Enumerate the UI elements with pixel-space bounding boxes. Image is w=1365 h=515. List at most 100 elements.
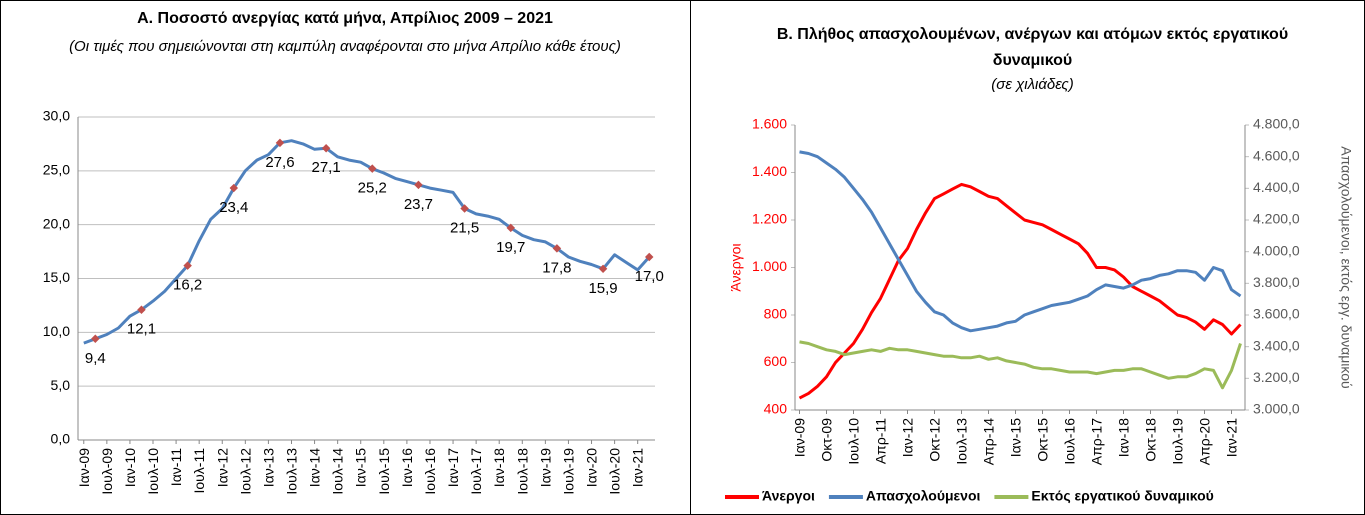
y-tick-label: 400	[764, 401, 788, 417]
y-tick-label: 1.000	[752, 258, 787, 274]
x-tick-label: Ιουλ-09	[99, 448, 115, 495]
x-tick-label: Ιουλ-18	[514, 448, 530, 495]
marker	[414, 180, 423, 190]
x-tick-label: Ιουλ-13	[283, 448, 299, 495]
x-tick-label: Οκτ-18	[1143, 418, 1159, 462]
y-tick-label: 1.200	[752, 211, 787, 227]
y2-axis-title: Απασχολούμενοι, εκτός εργ. δυναμικού	[1338, 146, 1354, 388]
x-tick-label: Ιαν-20	[584, 448, 600, 487]
x-tick-label: Ιουλ-19	[560, 448, 576, 495]
chart-subtitle: (Οι τιμές που σημειώνονται στη καμπύλη α…	[69, 38, 621, 55]
y-tick-label: 1.600	[752, 116, 787, 132]
marker	[368, 164, 377, 173]
y-tick-label: 600	[764, 353, 788, 369]
x-tick-label: Ιαν-18	[491, 448, 507, 487]
x-tick-label: Απρ-17	[1089, 418, 1105, 465]
y-tick-label: 30,0	[43, 108, 70, 124]
x-tick-label: Ιουλ-12	[237, 448, 253, 495]
x-tick-label: Ιαν-21	[1224, 418, 1240, 457]
marker	[183, 261, 192, 270]
series-line	[799, 340, 1242, 390]
data-label: 17,8	[542, 259, 571, 276]
data-label: 23,4	[219, 199, 248, 216]
x-tick-label: Ιαν-21	[630, 448, 646, 487]
marker	[229, 183, 239, 193]
data-label: 19,7	[496, 239, 525, 256]
x-tick-label: Απρ-20	[1197, 418, 1213, 465]
y-tick-label: 20,0	[43, 215, 70, 231]
data-label: 23,7	[404, 196, 433, 213]
x-tick-label: Ιαν-12	[214, 448, 230, 487]
x-tick-label: Ιαν-10	[122, 448, 138, 487]
x-tick-label: Ιαν-17	[445, 448, 461, 487]
data-label: 21,5	[450, 219, 479, 236]
x-tick-label: Ιουλ-13	[954, 418, 970, 465]
y-tick-label: 10,0	[43, 323, 70, 339]
x-tick-label: Ιουλ-15	[376, 448, 392, 495]
x-tick-label: Ιαν-09	[76, 448, 92, 487]
x-tick-label: Ιουλ-20	[607, 448, 623, 495]
chart-title: Β. Πλήθος απασχολουμένων, ανέργων και ατ…	[776, 26, 1289, 69]
y2-tick-label: 4.800,0	[1253, 116, 1300, 132]
x-tick-label: Ιαν-19	[537, 448, 553, 487]
x-tick-label: Ιαν-12	[900, 418, 916, 457]
y-tick-label: 1.400	[752, 163, 787, 179]
marker	[321, 143, 331, 153]
x-tick-label: Ιουλ-10	[145, 448, 161, 495]
y2-tick-label: 3.000,0	[1253, 401, 1300, 417]
y-axis-title: Άνεργοι	[728, 243, 744, 291]
x-tick-label: Ιαν-14	[307, 448, 323, 487]
x-tick-label: Ιαν-18	[1116, 418, 1132, 457]
x-tick-label: Ιαν-15	[353, 448, 369, 487]
marker	[275, 138, 285, 148]
x-tick-label: Ιαν-11	[168, 448, 184, 486]
data-label: 25,2	[358, 180, 387, 197]
y-tick-label: 25,0	[43, 162, 70, 178]
data-label: 16,2	[173, 277, 202, 294]
legend-label: Εκτός εργατικού δυναμικού	[1031, 488, 1213, 504]
data-label: 17,0	[635, 268, 664, 285]
marker	[91, 334, 100, 344]
y2-tick-label: 3.800,0	[1253, 274, 1300, 290]
x-tick-label: Ιουλ-16	[1062, 418, 1078, 465]
series-line	[799, 150, 1242, 333]
marker	[137, 305, 146, 314]
legend-label: Άνεργοι	[762, 488, 815, 504]
marker	[598, 264, 608, 274]
x-tick-label: Οκτ-15	[1035, 418, 1051, 462]
x-tick-label: Οκτ-09	[819, 418, 835, 462]
y2-tick-label: 3.200,0	[1253, 369, 1300, 385]
chart-subtitle: (σε χιλιάδες)	[991, 76, 1074, 93]
marker	[460, 204, 469, 213]
x-tick-label: Ιαν-15	[1008, 418, 1024, 457]
x-tick-label: Ιαν-13	[260, 448, 276, 487]
y-tick-label: 5,0	[51, 377, 71, 393]
y2-tick-label: 4.000,0	[1253, 242, 1300, 258]
x-tick-label: Ιουλ-16	[422, 448, 438, 495]
panel-frame	[0, 0, 691, 515]
x-tick-label: Ιουλ-11	[191, 448, 207, 494]
series-line	[798, 182, 1242, 400]
x-tick-label: Ιουλ-10	[846, 418, 862, 465]
y2-tick-label: 4.200,0	[1253, 211, 1300, 227]
chart-title: Α. Ποσοστό ανεργίας κατά μήνα, Απρίλιος …	[137, 10, 553, 27]
data-label: 9,4	[85, 350, 106, 367]
x-tick-label: Ιουλ-14	[330, 448, 346, 495]
y2-tick-label: 3.600,0	[1253, 306, 1300, 322]
y2-tick-label: 4.400,0	[1253, 179, 1300, 195]
x-tick-label: Απρ-11	[873, 418, 889, 464]
data-label: 27,1	[312, 159, 341, 176]
x-tick-label: Απρ-14	[981, 418, 997, 465]
x-tick-label: Ιουλ-17	[468, 448, 484, 495]
legend-label: Απασχολούμενοι	[866, 488, 981, 504]
y2-tick-label: 4.600,0	[1253, 147, 1300, 163]
data-label: 12,1	[127, 321, 156, 338]
x-tick-label: Ιαν-09	[792, 418, 808, 457]
x-tick-label: Ιαν-16	[399, 448, 415, 487]
y2-tick-label: 3.400,0	[1253, 337, 1300, 353]
x-tick-label: Ιουλ-19	[1170, 418, 1186, 465]
data-label: 27,6	[265, 154, 294, 171]
y-tick-label: 15,0	[43, 269, 70, 285]
